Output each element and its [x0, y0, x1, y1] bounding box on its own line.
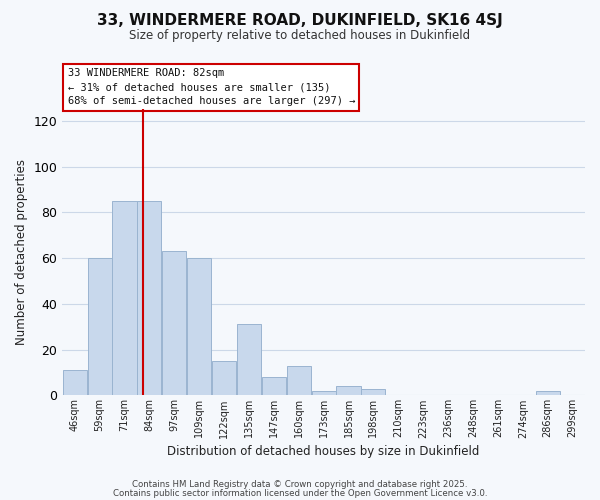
Bar [88, 258, 112, 396]
X-axis label: Distribution of detached houses by size in Dukinfield: Distribution of detached houses by size … [167, 444, 480, 458]
Bar [311, 391, 336, 396]
Bar [112, 201, 137, 396]
Bar [62, 370, 87, 396]
Text: Contains public sector information licensed under the Open Government Licence v3: Contains public sector information licen… [113, 488, 487, 498]
Bar [536, 391, 560, 396]
Text: 33 WINDERMERE ROAD: 82sqm
← 31% of detached houses are smaller (135)
68% of semi: 33 WINDERMERE ROAD: 82sqm ← 31% of detac… [68, 68, 355, 106]
Bar [287, 366, 311, 396]
Text: 33, WINDERMERE ROAD, DUKINFIELD, SK16 4SJ: 33, WINDERMERE ROAD, DUKINFIELD, SK16 4S… [97, 12, 503, 28]
Bar [237, 324, 261, 396]
Bar [262, 377, 286, 396]
Text: Contains HM Land Registry data © Crown copyright and database right 2025.: Contains HM Land Registry data © Crown c… [132, 480, 468, 489]
Text: Size of property relative to detached houses in Dukinfield: Size of property relative to detached ho… [130, 29, 470, 42]
Bar [162, 251, 187, 396]
Y-axis label: Number of detached properties: Number of detached properties [15, 160, 28, 346]
Bar [361, 388, 385, 396]
Bar [212, 361, 236, 396]
Bar [337, 386, 361, 396]
Bar [137, 201, 161, 396]
Bar [187, 258, 211, 396]
